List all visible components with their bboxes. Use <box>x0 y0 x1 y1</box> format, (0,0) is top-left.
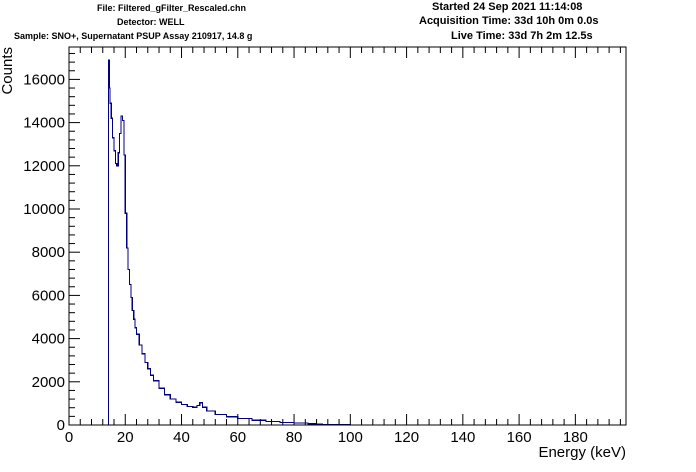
y-axis-title: Counts <box>0 47 16 95</box>
x-tick-label: 0 <box>65 429 73 446</box>
sample-label: Sample: SNO+, Supernatant PSUP Assay 210… <box>14 31 253 41</box>
plot-frame <box>68 46 627 426</box>
y-tick-label: 6000 <box>32 287 65 304</box>
started-label: Started 24 Sep 2021 11:14:08 <box>432 1 583 13</box>
x-axis-title: Energy (keV) <box>538 444 626 461</box>
x-tick-labels: 0 20 40 60 80 100 120 140 160 180 <box>65 429 588 446</box>
y-tick-label: 14000 <box>23 115 65 132</box>
y-tick-label: 12000 <box>23 158 65 175</box>
x-tick-label: 60 <box>229 429 246 446</box>
y-tick-label: 16000 <box>23 71 65 88</box>
x-tick-label: 100 <box>338 429 363 446</box>
detector-label: Detector: WELL <box>117 17 185 27</box>
x-tick-label: 20 <box>117 429 134 446</box>
spectrum-series-line <box>107 59 618 426</box>
x-tick-label: 80 <box>286 429 303 446</box>
y-tick-label: 2000 <box>32 374 65 391</box>
acquisition-time-label: Acquisition Time: 33d 10h 0m 0.0s <box>419 15 599 27</box>
x-tick-label: 160 <box>507 429 532 446</box>
y-tick-label: 10000 <box>23 201 65 218</box>
x-tick-label: 120 <box>394 429 419 446</box>
live-time-label: Live Time: 33d 7h 2m 12.5s <box>451 30 593 42</box>
x-tick-label: 40 <box>173 429 190 446</box>
tick-marks <box>68 47 621 426</box>
y-tick-label: 0 <box>57 417 65 434</box>
x-tick-label: 140 <box>450 429 475 446</box>
series-layer <box>107 59 618 426</box>
y-tick-label: 8000 <box>32 244 65 261</box>
y-tick-labels: 0 2000 4000 6000 8000 10000 12000 14000 16000 <box>23 71 65 434</box>
y-tick-label: 4000 <box>32 331 65 348</box>
file-label: File: Filtered_gFilter_Rescaled.chn <box>97 3 247 13</box>
x-tick-label: 180 <box>563 429 588 446</box>
